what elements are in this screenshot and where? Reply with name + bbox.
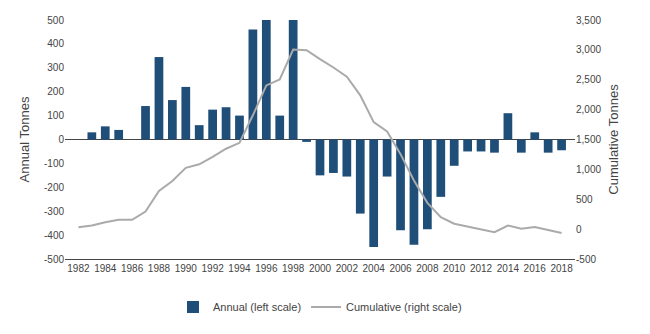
svg-text:Annual (left scale): Annual (left scale): [213, 301, 301, 313]
svg-text:-200: -200: [44, 182, 64, 193]
svg-text:0: 0: [576, 224, 582, 235]
svg-text:1990: 1990: [175, 263, 198, 274]
svg-text:300: 300: [47, 62, 64, 73]
svg-text:2010: 2010: [443, 263, 466, 274]
svg-text:-500: -500: [44, 254, 64, 265]
svg-text:500: 500: [576, 194, 593, 205]
svg-text:2016: 2016: [524, 263, 547, 274]
svg-text:1986: 1986: [121, 263, 144, 274]
svg-text:2014: 2014: [497, 263, 520, 274]
svg-text:Cumulative Tonnes: Cumulative Tonnes: [606, 84, 621, 195]
svg-text:0: 0: [58, 134, 64, 145]
svg-text:2018: 2018: [550, 263, 573, 274]
svg-text:3,500: 3,500: [576, 15, 601, 26]
svg-text:400: 400: [47, 38, 64, 49]
svg-text:Cumulative (right scale): Cumulative (right scale): [346, 301, 462, 313]
svg-text:1982: 1982: [67, 263, 90, 274]
svg-text:Annual Tonnes: Annual Tonnes: [17, 96, 32, 182]
svg-text:2,000: 2,000: [576, 104, 601, 115]
svg-text:200: 200: [47, 86, 64, 97]
svg-text:2,500: 2,500: [576, 74, 601, 85]
svg-text:2006: 2006: [389, 263, 412, 274]
svg-text:1,000: 1,000: [576, 164, 601, 175]
svg-text:1988: 1988: [148, 263, 171, 274]
svg-text:1996: 1996: [255, 263, 278, 274]
svg-text:500: 500: [47, 15, 64, 26]
svg-text:2004: 2004: [363, 263, 386, 274]
svg-text:3,000: 3,000: [576, 44, 601, 55]
svg-text:-300: -300: [44, 206, 64, 217]
svg-text:1984: 1984: [94, 263, 117, 274]
svg-text:1994: 1994: [228, 263, 251, 274]
svg-text:2002: 2002: [336, 263, 359, 274]
svg-text:2008: 2008: [416, 263, 439, 274]
svg-text:-400: -400: [44, 230, 64, 241]
svg-text:1998: 1998: [282, 263, 305, 274]
svg-text:1,500: 1,500: [576, 134, 601, 145]
svg-text:1992: 1992: [202, 263, 225, 274]
svg-text:2012: 2012: [470, 263, 493, 274]
svg-text:-500: -500: [576, 254, 596, 265]
svg-text:100: 100: [47, 110, 64, 121]
svg-text:2000: 2000: [309, 263, 332, 274]
svg-text:-100: -100: [44, 158, 64, 169]
